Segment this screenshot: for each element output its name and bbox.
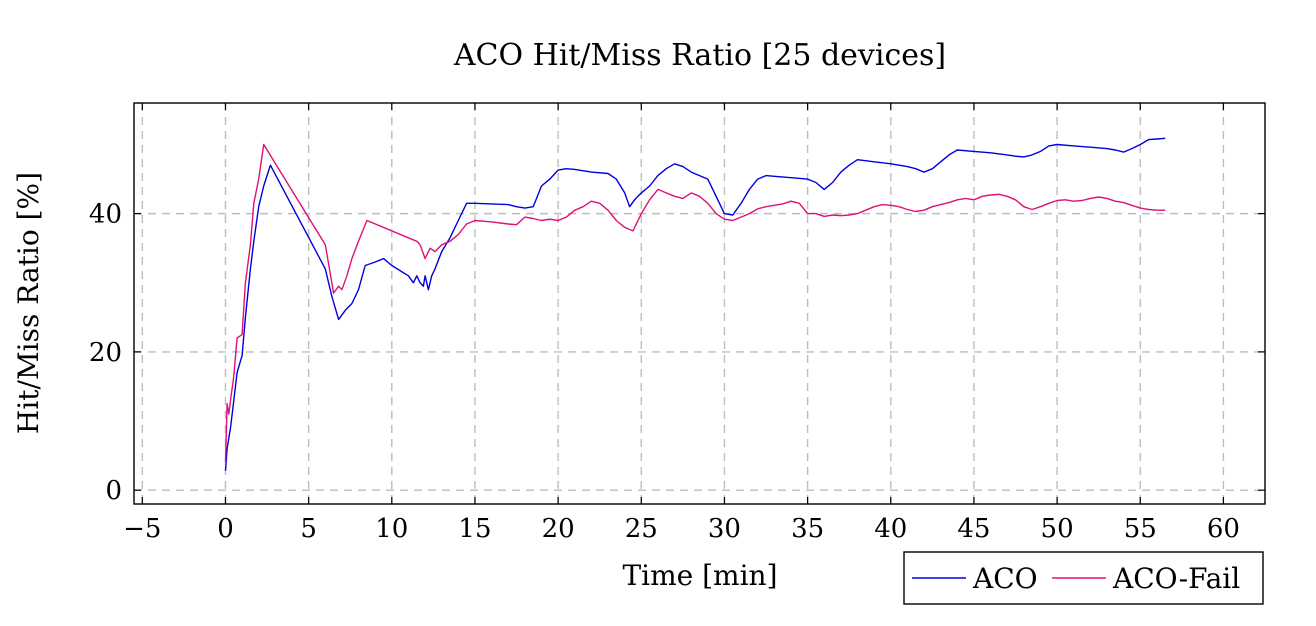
x-tick-label: 15 [458, 514, 491, 544]
x-tick-label: 50 [1041, 514, 1074, 544]
x-tick-label: 5 [300, 514, 317, 544]
y-axis-label: Hit/Miss Ratio [%] [12, 172, 45, 434]
x-tick-label: 55 [1124, 514, 1157, 544]
y-tick-label: 40 [89, 200, 122, 230]
series-lines [224, 137, 1166, 471]
x-tick-label: 35 [791, 514, 824, 544]
legend-label-aco-fail: ACO-Fail [1112, 562, 1240, 595]
x-tick-label: 45 [957, 514, 990, 544]
axis-ticks [134, 103, 1265, 504]
legend-label-aco: ACO [972, 562, 1038, 595]
y-tick-label: 20 [89, 338, 122, 368]
legend: ACO ACO-Fail [903, 551, 1264, 605]
x-tick-label: −5 [123, 514, 161, 544]
series-line-aco [224, 137, 1166, 471]
grid [134, 103, 1265, 504]
x-tick-label: 10 [375, 514, 408, 544]
y-tick-label: 0 [105, 476, 122, 506]
x-tick-label: 40 [874, 514, 907, 544]
x-tick-label: 20 [542, 514, 575, 544]
x-tick-label: 60 [1207, 514, 1240, 544]
x-tick-label: 0 [217, 514, 234, 544]
x-tick-label: 25 [625, 514, 658, 544]
chart-title: ACO Hit/Miss Ratio [25 devices] [453, 38, 946, 73]
plot-frame [133, 102, 1266, 505]
x-tick-label: 30 [708, 514, 741, 544]
x-axis-label: Time [min] [622, 559, 777, 592]
series-line-aco-fail [224, 143, 1166, 463]
